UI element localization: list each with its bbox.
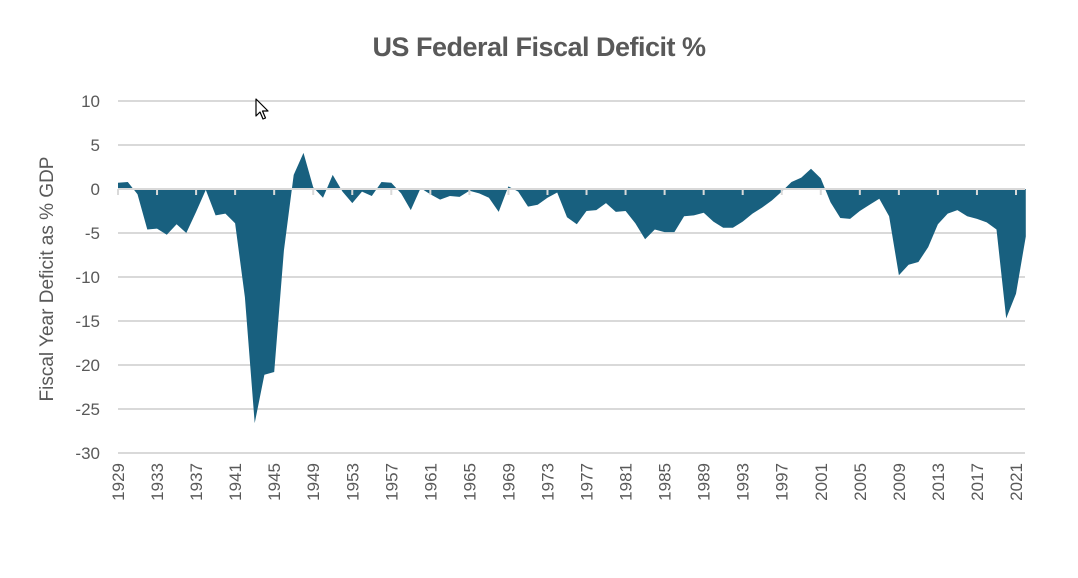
x-tick-label: 1977 xyxy=(578,463,597,501)
x-tick-label: 1985 xyxy=(656,463,675,501)
x-tick-label: 1929 xyxy=(109,463,128,501)
x-tick-label: 1965 xyxy=(460,463,479,501)
y-tick-label: 5 xyxy=(91,136,100,155)
y-tick-labels: 10 5 0 -5 -10 -15 -20 -25 -30 xyxy=(75,92,100,463)
area-series xyxy=(118,152,1026,424)
x-tick-label: 2009 xyxy=(890,463,909,501)
y-tick-label: -25 xyxy=(75,400,100,419)
x-tick-label: 2013 xyxy=(929,463,948,501)
mouse-cursor-icon xyxy=(255,98,269,120)
x-tick-label: 1997 xyxy=(773,463,792,501)
x-tick-label: 1981 xyxy=(617,463,636,501)
x-tick-label: 1989 xyxy=(695,463,714,501)
x-tick-label: 1969 xyxy=(499,463,518,501)
zero-axis xyxy=(117,188,1025,195)
x-tick-label: 1993 xyxy=(734,463,753,501)
y-tick-label: -10 xyxy=(75,268,100,287)
x-tick-labels: 1929 1933 1937 1941 1945 1949 1953 1957 1961 1965… xyxy=(109,463,1026,501)
x-tick-label: 1953 xyxy=(343,463,362,501)
x-tick-label: 1945 xyxy=(265,463,284,501)
x-tick-label: 2021 xyxy=(1007,463,1026,501)
y-tick-label: -5 xyxy=(85,224,100,243)
y-tick-label: 0 xyxy=(91,180,100,199)
x-tick-label: 1937 xyxy=(187,463,206,501)
area-fill xyxy=(118,152,1026,424)
x-tick-label: 2001 xyxy=(812,463,831,501)
y-tick-label: -30 xyxy=(75,444,100,463)
x-tick-label: 1957 xyxy=(382,463,401,501)
y-tick-label: 10 xyxy=(81,92,100,111)
x-tick-label: 1949 xyxy=(304,463,323,501)
x-tick-label: 2005 xyxy=(851,463,870,501)
y-tick-label: -20 xyxy=(75,356,100,375)
x-tick-label: 1973 xyxy=(538,463,557,501)
y-tick-label: -15 xyxy=(75,312,100,331)
x-tick-label: 1941 xyxy=(226,463,245,501)
x-tick-label: 1961 xyxy=(421,463,440,501)
x-tick-label: 1933 xyxy=(148,463,167,501)
x-tick-label: 2017 xyxy=(968,463,987,501)
chart-title: US Federal Fiscal Deficit % xyxy=(372,32,706,62)
